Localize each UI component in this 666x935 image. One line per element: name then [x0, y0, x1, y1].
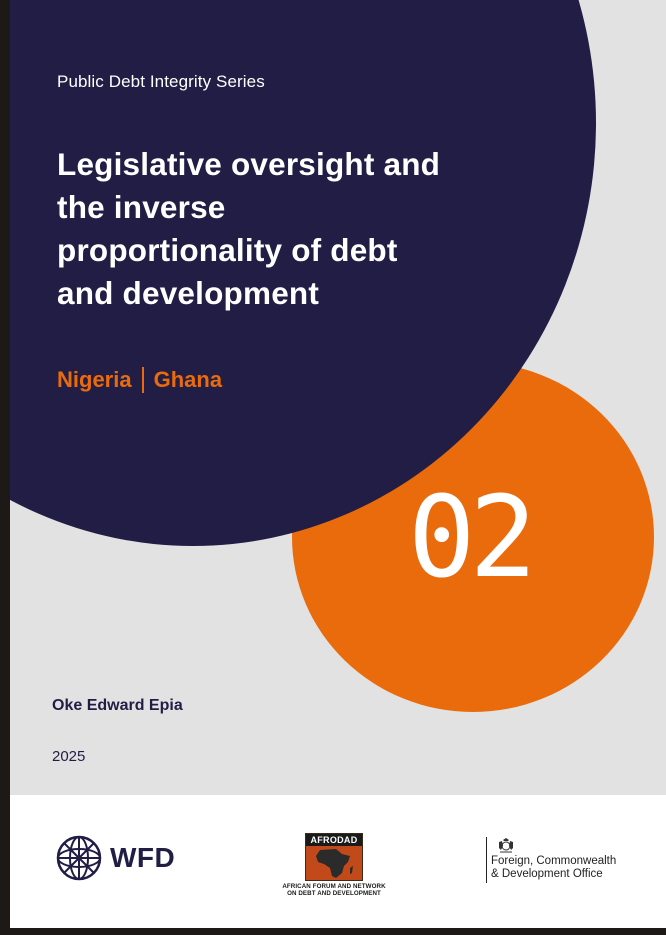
- series-label: Public Debt Integrity Series: [57, 72, 265, 91]
- afrodad-caption-line1: AFRICAN FORUM AND NETWORK: [282, 883, 386, 890]
- fcdo-logo: Foreign, Commonwealth & Development Offi…: [486, 837, 616, 883]
- afrodad-emblem: AFRODAD: [305, 833, 363, 881]
- partner-logos-footer: WFD AFRODAD AFRICAN FORUM AND NETWORK ON…: [10, 795, 666, 928]
- wfd-logo: WFD: [56, 835, 175, 881]
- country-ghana: Ghana: [153, 367, 223, 392]
- wfd-wordmark: WFD: [110, 842, 176, 873]
- author-name: Oke Edward Epia: [52, 697, 183, 714]
- report-title: Legislative oversight and the inverse pr…: [57, 146, 441, 311]
- afrodad-wordmark: AFRODAD: [306, 834, 362, 846]
- country-nigeria: Nigeria: [57, 367, 132, 392]
- issue-number: 02: [408, 473, 537, 603]
- fcdo-wordmark: Foreign, Commonwealth & Development Offi…: [491, 837, 616, 883]
- africa-map-icon: [316, 849, 353, 878]
- fcdo-line1: Foreign, Commonwealth: [491, 855, 617, 867]
- report-cover: Public Debt Integrity Series Legislative…: [10, 0, 666, 928]
- publication-year: 2025: [52, 748, 86, 765]
- afrodad-logo: AFRODAD AFRICAN FORUM AND NETWORK ON DEB…: [278, 833, 390, 897]
- afrodad-caption: AFRICAN FORUM AND NETWORK ON DEBT AND DE…: [278, 883, 390, 897]
- fcdo-rule: [486, 837, 487, 883]
- country-list: Nigeria Ghana: [57, 367, 222, 393]
- country-divider: [141, 367, 144, 393]
- wfd-globe-icon: [56, 835, 102, 881]
- afrodad-caption-line2: ON DEBT AND DEVELOPMENT: [287, 890, 381, 897]
- fcdo-line2: & Development Office: [491, 868, 603, 880]
- royal-crest-icon: [499, 838, 513, 853]
